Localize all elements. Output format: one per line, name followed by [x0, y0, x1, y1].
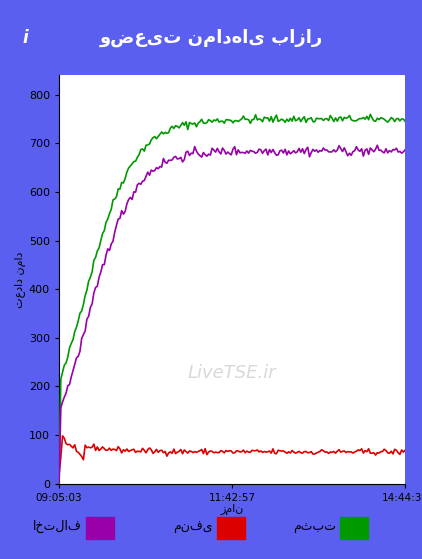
Text: i: i	[22, 29, 28, 47]
Bar	[86, 518, 114, 539]
Bar	[217, 518, 245, 539]
Text: اختلاف: اختلاف	[33, 520, 82, 533]
Y-axis label: تعداد نماد: تعداد نماد	[15, 252, 26, 307]
Text: منفی: منفی	[173, 520, 213, 533]
X-axis label: زمان: زمان	[220, 504, 244, 515]
Text: وضعیت نمادهای بازار: وضعیت نمادهای بازار	[99, 29, 323, 47]
Text: LiveTSE.ir: LiveTSE.ir	[188, 364, 276, 382]
Text: مثبت: مثبت	[293, 520, 336, 533]
Bar	[340, 518, 368, 539]
